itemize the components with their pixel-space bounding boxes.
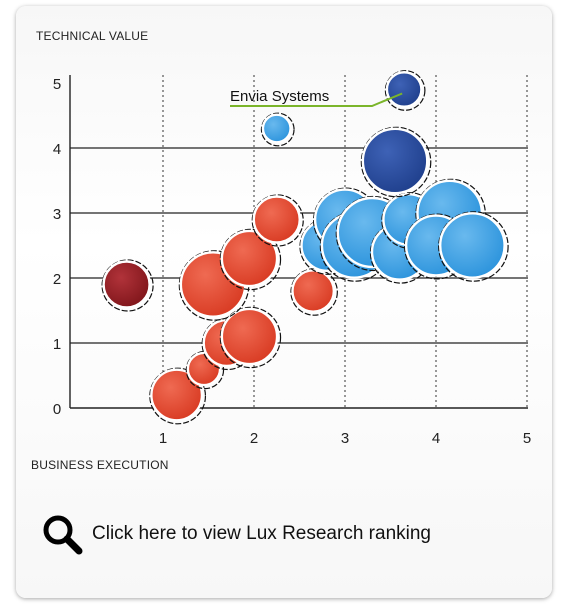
x-tick-label: 5 — [523, 430, 531, 447]
lux-research-link-label: Click here to view Lux Research ranking — [92, 523, 431, 544]
y-tick-label: 0 — [53, 401, 61, 418]
annotation-label: Envia Systems — [230, 88, 329, 105]
bubble-light-blue — [261, 113, 292, 144]
bubble-outline — [251, 194, 304, 247]
bubble-outline — [149, 367, 207, 425]
bubbles — [101, 70, 509, 425]
bubble-red — [252, 195, 301, 244]
bubble-red — [220, 307, 279, 366]
x-tick-label: 4 — [432, 430, 440, 447]
bubble-dark-blue — [361, 127, 429, 195]
chart-card — [16, 6, 552, 598]
bubble-light-blue — [438, 212, 506, 279]
y-tick-label: 3 — [53, 206, 61, 223]
x-tick-label: 2 — [250, 430, 258, 447]
annotation-leader-line — [230, 92, 403, 107]
y-tick-label: 5 — [53, 76, 61, 93]
y-tick-label: 1 — [53, 336, 61, 353]
search-icon — [43, 515, 83, 555]
bubble-red — [150, 368, 204, 422]
bubble-red — [220, 229, 279, 288]
lux-research-link[interactable]: Click here to view Lux Research ranking — [40, 512, 431, 556]
bubble-outline — [360, 126, 432, 198]
bubble-outline — [219, 228, 282, 291]
x-tick-label: 1 — [159, 430, 167, 447]
bubble-outline — [384, 70, 426, 111]
y-axis-title: TECHNICAL VALUE — [36, 29, 149, 43]
x-tick-label: 3 — [341, 430, 349, 447]
bubble-red — [291, 269, 336, 313]
y-tick-label: 2 — [53, 271, 61, 288]
annotation: Envia Systems — [230, 88, 403, 107]
bubble-outline — [219, 306, 282, 369]
bubble-outline — [290, 268, 338, 316]
bubble-outline — [260, 112, 295, 147]
bubble-outline — [415, 178, 486, 250]
bubble-outline — [101, 259, 154, 312]
bubble-outline — [185, 350, 225, 390]
axis-ticks: 0 1 2 3 4 5 1 2 3 4 5 — [53, 76, 531, 447]
bubble-dark-blue — [385, 71, 423, 108]
bubble-outline — [438, 211, 509, 282]
x-axis-title: BUSINESS EXECUTION — [31, 458, 169, 472]
y-tick-label: 4 — [53, 141, 61, 158]
bubble-dark-red — [102, 260, 151, 309]
